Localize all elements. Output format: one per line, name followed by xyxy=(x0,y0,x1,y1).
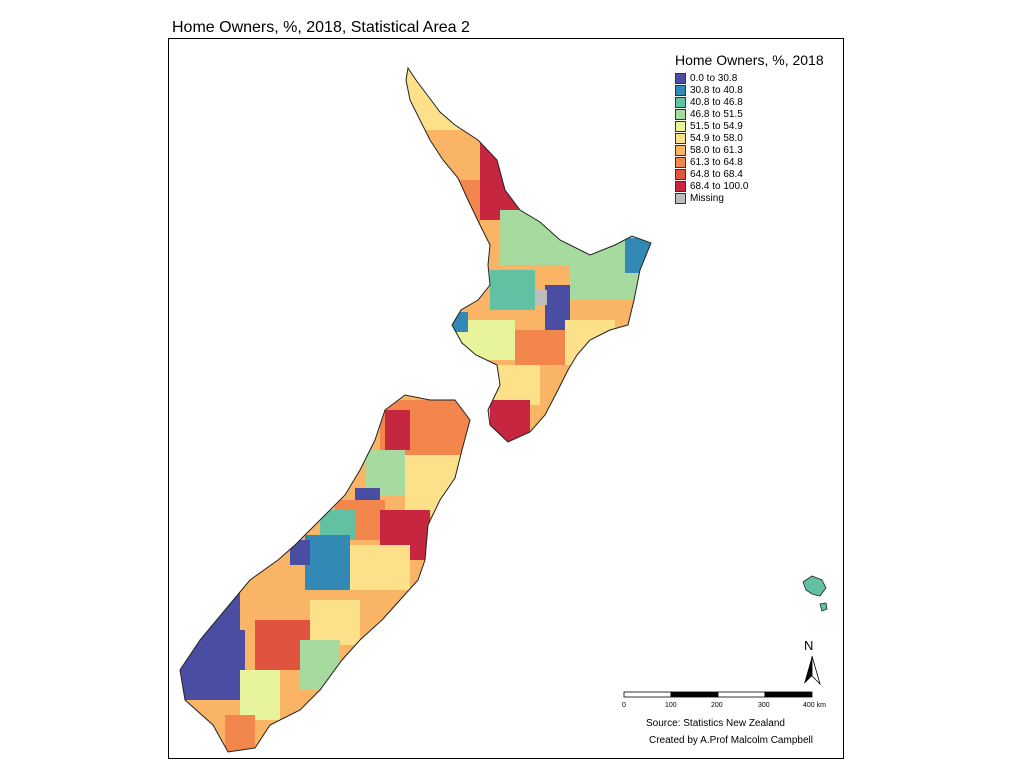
legend: Home Owners, %, 2018 0.0 to 30.8 30.8 to … xyxy=(675,52,824,204)
scale-tick-label: 400 km xyxy=(803,702,826,709)
chatham-islands-small xyxy=(819,602,828,612)
legend-label: 61.3 to 64.8 xyxy=(690,156,743,168)
credit-note: Created by A.Prof Malcolm Campbell xyxy=(649,735,813,746)
south-island-regions xyxy=(180,395,470,752)
legend-label: 64.8 to 68.4 xyxy=(690,168,743,180)
scale-tick-label: 0 xyxy=(622,702,626,709)
legend-swatch xyxy=(675,120,686,132)
north-arrow xyxy=(804,655,821,686)
north-arrow-label: N xyxy=(804,638,814,653)
legend-swatch xyxy=(675,180,686,192)
legend-swatch xyxy=(675,156,686,168)
map-frame xyxy=(168,38,844,759)
scale-tick-label: 200 xyxy=(711,702,723,709)
chatham-islands xyxy=(802,575,827,597)
legend-label: Missing xyxy=(690,192,724,204)
legend-swatch xyxy=(675,108,686,120)
scale-tick-label: 300 xyxy=(758,702,770,709)
legend-title: Home Owners, %, 2018 xyxy=(675,52,824,68)
legend-label: 46.8 to 51.5 xyxy=(690,108,743,120)
legend-item: 68.4 to 100.0 xyxy=(675,180,824,192)
legend-item: 40.8 to 46.8 xyxy=(675,96,824,108)
legend-label: 0.0 to 30.8 xyxy=(690,72,738,84)
legend-item: 64.8 to 68.4 xyxy=(675,168,824,180)
legend-item: 0.0 to 30.8 xyxy=(675,72,824,84)
legend-label: 54.9 to 58.0 xyxy=(690,132,743,144)
legend-swatch xyxy=(675,168,686,180)
legend-item: 61.3 to 64.8 xyxy=(675,156,824,168)
legend-label: 40.8 to 46.8 xyxy=(690,96,743,108)
legend-label: 58.0 to 61.3 xyxy=(690,144,743,156)
north-island-regions xyxy=(406,68,651,442)
legend-item: 58.0 to 61.3 xyxy=(675,144,824,156)
legend-label: 30.8 to 40.8 xyxy=(690,84,743,96)
source-note: Source: Statistics New Zealand xyxy=(646,718,785,729)
legend-items: 0.0 to 30.8 30.8 to 40.8 40.8 to 46.8 46.8 … xyxy=(675,72,824,204)
legend-swatch xyxy=(675,192,686,204)
legend-item: 46.8 to 51.5 xyxy=(675,108,824,120)
scale-tick-label: 100 xyxy=(665,702,677,709)
legend-item: 30.8 to 40.8 xyxy=(675,84,824,96)
map-title: Home Owners, %, 2018, Statistical Area 2 xyxy=(172,19,470,36)
legend-swatch xyxy=(675,96,686,108)
legend-item: Missing xyxy=(675,192,824,204)
legend-swatch xyxy=(675,144,686,156)
legend-label: 68.4 to 100.0 xyxy=(690,180,749,192)
legend-swatch xyxy=(675,84,686,96)
scale-bar xyxy=(623,691,813,698)
legend-item: 54.9 to 58.0 xyxy=(675,132,824,144)
legend-swatch xyxy=(675,72,686,84)
legend-label: 51.5 to 54.9 xyxy=(690,120,743,132)
legend-swatch xyxy=(675,132,686,144)
legend-item: 51.5 to 54.9 xyxy=(675,120,824,132)
